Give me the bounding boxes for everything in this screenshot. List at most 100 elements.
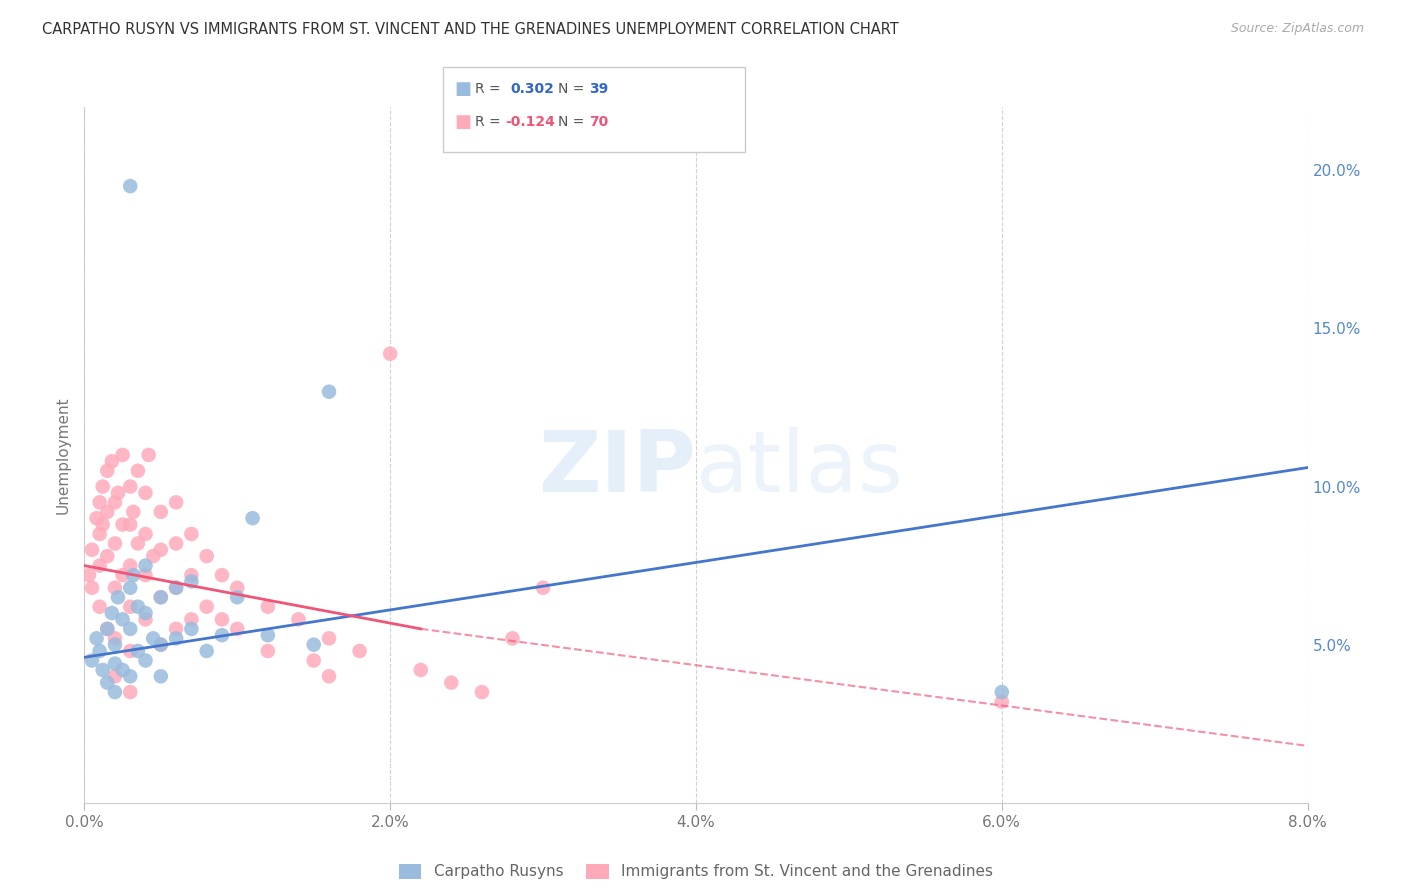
Point xyxy=(135,486,157,500)
Point xyxy=(211,568,233,582)
Point xyxy=(104,632,127,646)
Point xyxy=(122,568,145,582)
Point xyxy=(180,622,202,636)
Point xyxy=(101,454,124,468)
Point xyxy=(287,612,309,626)
Point xyxy=(242,511,264,525)
Point xyxy=(149,669,172,683)
Point xyxy=(142,549,165,563)
Point xyxy=(180,568,202,582)
Point xyxy=(211,612,233,626)
Text: atlas: atlas xyxy=(696,427,904,510)
Point xyxy=(89,495,111,509)
Point xyxy=(226,591,249,605)
Point xyxy=(226,581,249,595)
Point xyxy=(104,669,127,683)
Point xyxy=(120,581,142,595)
Text: R =: R = xyxy=(475,82,505,96)
Text: N =: N = xyxy=(558,82,589,96)
Point xyxy=(127,599,149,614)
Text: R =: R = xyxy=(475,115,505,129)
Text: ZIP: ZIP xyxy=(538,427,696,510)
Point xyxy=(149,638,172,652)
Point xyxy=(318,632,340,646)
Point xyxy=(149,591,172,605)
Point xyxy=(991,685,1014,699)
Point xyxy=(180,612,202,626)
Point xyxy=(111,663,134,677)
Point xyxy=(104,657,127,671)
Point xyxy=(180,574,202,589)
Point xyxy=(135,612,157,626)
Point xyxy=(96,505,118,519)
Point xyxy=(111,448,134,462)
Point xyxy=(165,632,187,646)
Point xyxy=(80,581,103,595)
Point xyxy=(80,542,103,557)
Point xyxy=(111,612,134,626)
Point xyxy=(135,568,157,582)
Point xyxy=(302,638,325,652)
Point xyxy=(89,527,111,541)
Text: ■: ■ xyxy=(454,113,471,131)
Point xyxy=(107,486,129,500)
Text: Source: ZipAtlas.com: Source: ZipAtlas.com xyxy=(1230,22,1364,36)
Point xyxy=(120,558,142,573)
Point xyxy=(91,517,114,532)
Point xyxy=(165,495,187,509)
Point xyxy=(318,384,340,399)
Point xyxy=(226,622,249,636)
Point xyxy=(120,622,142,636)
Point xyxy=(89,599,111,614)
Legend: Carpatho Rusyns, Immigrants from St. Vincent and the Grenadines: Carpatho Rusyns, Immigrants from St. Vin… xyxy=(392,857,1000,886)
Point xyxy=(104,581,127,595)
Point xyxy=(165,536,187,550)
Point xyxy=(96,622,118,636)
Point xyxy=(135,558,157,573)
Point xyxy=(111,568,134,582)
Point xyxy=(257,628,280,642)
Point xyxy=(195,549,218,563)
Point xyxy=(165,581,187,595)
Point xyxy=(120,479,142,493)
Point xyxy=(104,495,127,509)
Point xyxy=(96,622,118,636)
Point xyxy=(104,685,127,699)
Text: CARPATHO RUSYN VS IMMIGRANTS FROM ST. VINCENT AND THE GRENADINES UNEMPLOYMENT CO: CARPATHO RUSYN VS IMMIGRANTS FROM ST. VI… xyxy=(42,22,898,37)
Point xyxy=(380,347,402,361)
Text: 39: 39 xyxy=(589,82,609,96)
Point xyxy=(142,632,165,646)
Point xyxy=(122,505,145,519)
Point xyxy=(149,638,172,652)
Point xyxy=(89,644,111,658)
Point xyxy=(120,599,142,614)
Point xyxy=(86,511,108,525)
Point xyxy=(149,505,172,519)
Point xyxy=(302,653,325,667)
Text: 0.302: 0.302 xyxy=(510,82,554,96)
Point xyxy=(77,568,100,582)
Point xyxy=(991,695,1014,709)
Point xyxy=(86,632,108,646)
Point xyxy=(111,517,134,532)
Point xyxy=(135,527,157,541)
Point xyxy=(349,644,371,658)
Point xyxy=(127,536,149,550)
Point xyxy=(120,517,142,532)
Point xyxy=(180,527,202,541)
Point xyxy=(127,644,149,658)
Point xyxy=(257,644,280,658)
Point xyxy=(138,448,160,462)
Point xyxy=(96,464,118,478)
Point xyxy=(101,606,124,620)
Text: 70: 70 xyxy=(589,115,609,129)
Point xyxy=(440,675,463,690)
Point xyxy=(502,632,524,646)
Point xyxy=(96,549,118,563)
Point xyxy=(195,644,218,658)
Text: -0.124: -0.124 xyxy=(505,115,554,129)
Text: ■: ■ xyxy=(454,80,471,98)
Point xyxy=(165,581,187,595)
Point xyxy=(165,622,187,636)
Point xyxy=(120,644,142,658)
